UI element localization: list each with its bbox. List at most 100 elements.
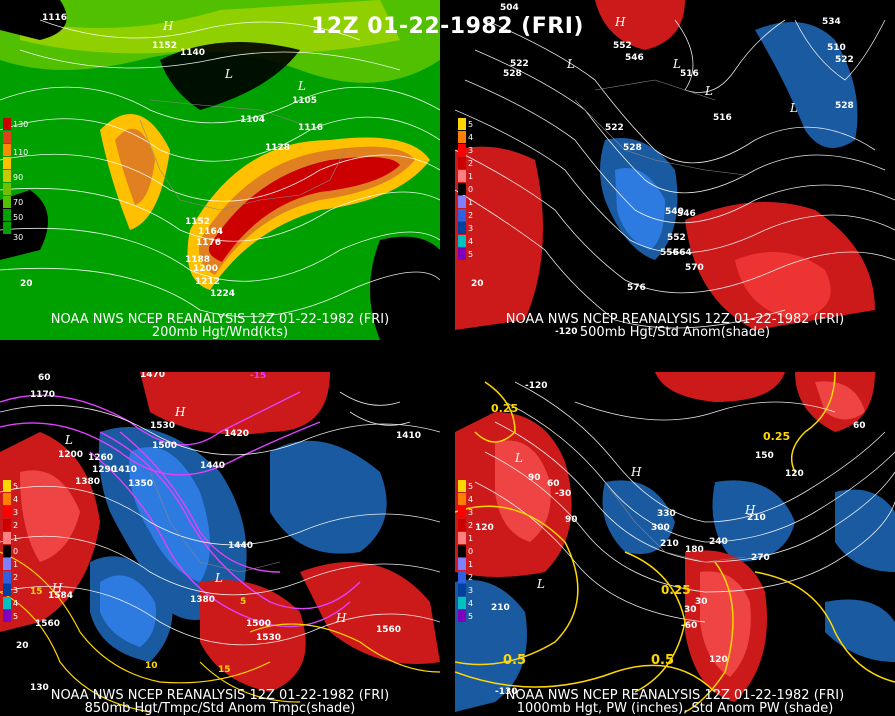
map-label: 5 xyxy=(240,597,246,607)
legend-label: 1 xyxy=(468,172,474,181)
legend-label: 2 xyxy=(468,573,474,582)
map-label: 552 xyxy=(613,41,632,51)
legend-label: 50 xyxy=(13,213,24,222)
map-label: 210 xyxy=(491,603,510,613)
legend-label: 5 xyxy=(13,612,19,621)
map-label: 0.25 xyxy=(661,583,691,597)
map-label: 1560 xyxy=(35,619,60,629)
map-label: 510 xyxy=(827,43,846,53)
panel-1000mb: -120 0.25 90 60 -30 120 90 330 300 210 1… xyxy=(455,372,895,716)
map-label: 1500 xyxy=(152,441,177,451)
map-label: 1500 xyxy=(246,619,271,629)
map-label: 120 xyxy=(709,655,728,665)
map-label: 1212 xyxy=(195,277,220,287)
map-label: 556 xyxy=(660,248,679,258)
map-label: 1560 xyxy=(376,625,401,635)
high-pressure-icon: H xyxy=(614,15,626,29)
legend-label: 5 xyxy=(468,120,474,129)
page-title: 12Z 01-22-1982 (FRI) xyxy=(311,14,584,39)
legend-label: 4 xyxy=(468,599,474,608)
map-label: 1164 xyxy=(198,227,223,237)
map-1000mb: -120 0.25 90 60 -30 120 90 330 300 210 1… xyxy=(455,372,895,716)
legend-label: 90 xyxy=(13,173,24,182)
map-label: 1105 xyxy=(292,96,317,106)
low-pressure-icon: L xyxy=(214,571,223,585)
high-pressure-icon: H xyxy=(174,405,186,419)
panel-subtitle: 1000mb Hgt, PW (inches), Std Anom PW (sh… xyxy=(516,701,834,716)
map-label: 330 xyxy=(657,509,676,519)
map-label: 1200 xyxy=(193,264,218,274)
map-label: -15 xyxy=(250,372,266,381)
color-legend: 130 110 90 70 50 30 xyxy=(3,118,29,242)
legend-label: 0 xyxy=(13,547,19,556)
high-pressure-icon: H xyxy=(51,581,63,595)
map-label: -120 xyxy=(525,381,548,391)
map-label: 1260 xyxy=(88,453,113,463)
panel-200mb: 1116 1152 1140 1104 1105 1116 1128 1152 … xyxy=(0,0,440,340)
map-label: 15 xyxy=(30,587,43,597)
panel-subtitle: 500mb Hgt/Std Anom(shade) xyxy=(579,325,771,340)
legend-label: 2 xyxy=(468,211,474,220)
map-label: 90 xyxy=(528,473,541,483)
map-label: 570 xyxy=(685,263,704,273)
low-pressure-icon: L xyxy=(536,577,545,591)
legend-label: 4 xyxy=(468,237,474,246)
map-label: 120 xyxy=(475,523,494,533)
map-label: 0.25 xyxy=(491,402,518,415)
panel-500mb: 504 534 510 522 528 522 546 552 516 516 … xyxy=(455,0,895,340)
map-label: 1350 xyxy=(128,479,153,489)
map-label: 528 xyxy=(623,143,642,153)
map-label: -120 xyxy=(555,327,578,337)
map-label: 1188 xyxy=(185,255,210,265)
map-label: 270 xyxy=(751,553,770,563)
legend-label: 1 xyxy=(468,534,474,543)
map-label: 30 xyxy=(695,597,708,607)
map-label: 180 xyxy=(685,545,704,555)
map-label: 1440 xyxy=(200,461,225,471)
map-label: 90 xyxy=(565,515,578,525)
legend-label: 3 xyxy=(468,586,474,595)
legend-label: 4 xyxy=(13,599,19,608)
map-label: 534 xyxy=(822,17,841,27)
map-label: -30 xyxy=(555,489,571,499)
legend-label: 4 xyxy=(468,133,474,142)
high-pressure-icon: H xyxy=(335,611,347,625)
map-label: 300 xyxy=(651,523,670,533)
map-label: 1530 xyxy=(256,633,281,643)
map-label: 20 xyxy=(471,279,484,289)
map-label: 1440 xyxy=(228,541,253,551)
legend-label: 5 xyxy=(13,482,19,491)
low-pressure-icon: L xyxy=(789,101,798,115)
map-label: 20 xyxy=(20,279,33,289)
map-label: 1116 xyxy=(298,123,323,133)
map-label: 516 xyxy=(713,113,732,123)
panel-caption: NOAA NWS NCEP REANALYSIS 12Z 01-22-1982 … xyxy=(50,312,390,327)
low-pressure-icon: L xyxy=(704,84,713,98)
panel-subtitle: 850mb Hgt/Tmpc/Std Anom Tmpc(shade) xyxy=(84,701,356,716)
legend-label: 110 xyxy=(13,148,29,157)
map-label: 1290 xyxy=(92,465,117,475)
panel-subtitle: 200mb Hgt/Wnd(kts) xyxy=(151,325,289,340)
panel-caption: NOAA NWS NCEP REANALYSIS 12Z 01-22-1982 … xyxy=(505,688,845,703)
map-label: 60 xyxy=(547,479,560,489)
legend-label: 30 xyxy=(13,233,24,242)
legend-label: 70 xyxy=(13,198,24,207)
low-pressure-icon: L xyxy=(224,67,233,81)
legend-label: 3 xyxy=(13,508,19,517)
high-pressure-icon: H xyxy=(162,19,174,33)
map-label: 30 xyxy=(684,605,697,615)
legend-label: 3 xyxy=(13,586,19,595)
map-label: 1140 xyxy=(180,48,205,58)
map-label: 10 xyxy=(145,661,158,671)
map-label: 15 xyxy=(218,665,231,675)
map-label: 1116 xyxy=(42,13,67,23)
high-pressure-icon: H xyxy=(744,503,756,517)
map-850mb: 60 1470 1170 1530 1500 1420 1440 1410 13… xyxy=(0,372,440,716)
map-label: 1410 xyxy=(112,465,137,475)
map-label: 546 xyxy=(625,53,644,63)
map-label: 1410 xyxy=(396,431,421,441)
low-pressure-icon: L xyxy=(514,451,523,465)
legend-label: 2 xyxy=(13,573,19,582)
map-label: 522 xyxy=(510,59,529,69)
legend-label: 4 xyxy=(468,495,474,504)
